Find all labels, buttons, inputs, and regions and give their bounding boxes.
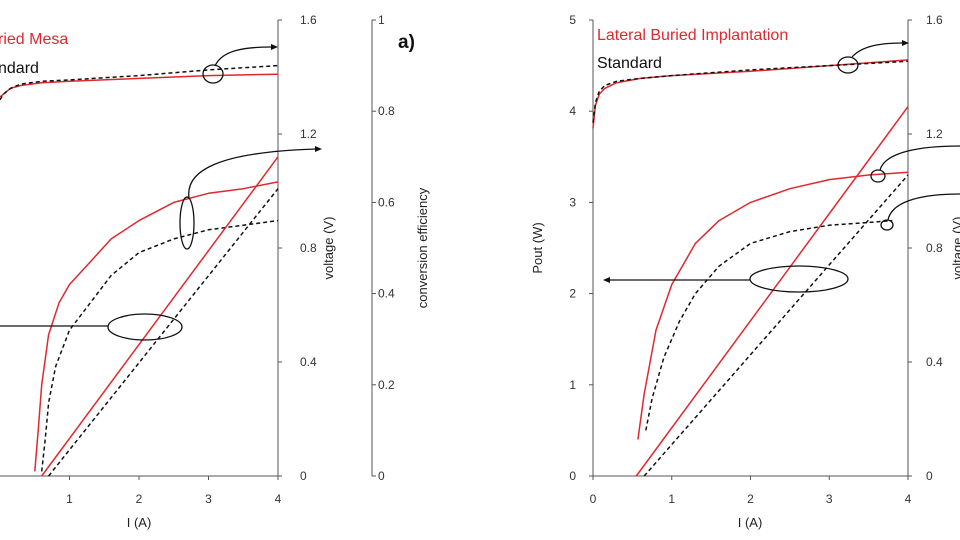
panel-a-voltage-arrow xyxy=(214,46,273,67)
panel-a-y3-tick-label: 0 xyxy=(378,469,385,483)
panel-b-x-tick-label: 1 xyxy=(668,492,675,506)
panel-a-legend-black: ndard xyxy=(0,60,39,77)
panel-b-efficiency-device-line xyxy=(637,171,909,440)
panel-a-efficiency-ticks: 0 0.2 0.4 0.6 0.8 1 xyxy=(372,13,395,483)
panel-b-efficiency-standard-line xyxy=(645,219,893,431)
panel-a-annotations xyxy=(0,44,322,341)
panel-a-efficiency-arrow xyxy=(188,148,317,199)
panel-a-voltage-marker-circle xyxy=(202,64,224,84)
panel-a-voltage-ticks: 0 0.4 0.8 1.2 1.6 xyxy=(278,13,317,483)
panel-a-y3-tick-label: 1 xyxy=(378,13,385,27)
panel-a-efficiency-marker-ellipse xyxy=(179,196,195,250)
panel-b-efficiency-red-arrow xyxy=(879,145,960,171)
panel-b-voltage-label: voltage (V) xyxy=(950,217,960,280)
panel-b-voltage-arrow xyxy=(851,42,904,58)
panel-a-x-label: I (A) xyxy=(127,515,152,530)
panel-b-y-tick-label: 3 xyxy=(569,195,576,209)
panel-a-efficiency-label: conversion efficiency xyxy=(415,187,430,308)
panel-b-x-tick-label: 2 xyxy=(747,492,754,506)
panel-a-y2-tick-label: 1.2 xyxy=(300,127,317,141)
panel-b-y2-tick-label: 1.2 xyxy=(926,127,943,141)
panel-a-pout-device-line xyxy=(41,156,279,477)
panel-a-voltage-arrowhead xyxy=(271,44,278,50)
panel-a-y3-tick-label: 0.8 xyxy=(378,104,395,118)
panel-a-y2-tick-label: 0.8 xyxy=(300,241,317,255)
panel-a-x-ticks: 1 2 3 4 xyxy=(66,476,282,506)
panel-b-x-tick-label: 4 xyxy=(905,492,912,506)
panel-a-y2-tick-label: 0 xyxy=(300,469,307,483)
panel-a-x-tick-label: 4 xyxy=(275,492,282,506)
panel-b-voltage-ticks: 0 0.4 0.8 1.2 1.6 xyxy=(908,13,943,483)
panel-b-legend-red: Lateral Buried Implantation xyxy=(597,27,788,44)
panel-b-efficiency-black-arrow xyxy=(887,193,960,221)
panel-b-x-tick-label: 0 xyxy=(590,492,597,506)
panel-b-x-label: I (A) xyxy=(738,515,763,530)
panel-b-x-ticks: 0 1 2 3 4 xyxy=(590,476,912,506)
panel-a-y2-tick-label: 0.4 xyxy=(300,355,317,369)
panel-b-y2-tick-label: 0 xyxy=(926,469,933,483)
panel-a-efficiency-standard-line xyxy=(40,219,279,472)
panel-a-series xyxy=(0,64,279,477)
panel-b-pout-marker-ellipse xyxy=(749,265,849,293)
panel-b-y-tick-label: 5 xyxy=(569,13,576,27)
panel-b-y2-tick-label: 1.6 xyxy=(926,13,943,27)
panel-b-pout-standard-line xyxy=(643,174,909,477)
panel-b-annotations xyxy=(603,40,960,293)
panel-b-y-label: Pout (W) xyxy=(530,222,545,273)
panel-a-label: a) xyxy=(398,32,415,53)
panel-a-y3-tick-label: 0.2 xyxy=(378,378,395,392)
panel-a-x-tick-label: 3 xyxy=(205,492,212,506)
panel-b-voltage-standard-line xyxy=(592,60,909,123)
panel-a-voltage-standard-line xyxy=(0,64,279,101)
panel-b-y-tick-label: 4 xyxy=(569,104,576,118)
panel-b-plot-area xyxy=(592,20,909,477)
panel-a-y2-tick-label: 1.6 xyxy=(300,13,317,27)
panel-b: 0 1 2 3 4 0 1 2 3 4 5 0 0.4 0.8 1.2 1.6 I (A) Pout (W… xyxy=(530,13,960,530)
panel-a-efficiency-arrowhead xyxy=(315,146,322,152)
panel-a-pout-marker-ellipse xyxy=(107,313,183,341)
panel-b-x-tick-label: 3 xyxy=(826,492,833,506)
panel-a-x-tick-label: 2 xyxy=(136,492,143,506)
panel-b-pout-arrowhead xyxy=(603,277,610,283)
panel-b-legend-black: Standard xyxy=(597,55,662,72)
panel-b-y-tick-label: 2 xyxy=(569,287,576,301)
panel-b-voltage-arrowhead xyxy=(902,40,909,46)
panel-b-y-tick-label: 0 xyxy=(569,469,576,483)
panel-b-voltage-marker-circle xyxy=(837,56,859,74)
panel-b-series xyxy=(592,59,909,477)
panel-a-pout-standard-line xyxy=(48,188,279,477)
panel-b-pout-ticks: 0 1 2 3 4 5 xyxy=(569,13,593,483)
panel-a-voltage-device-line xyxy=(0,73,279,98)
panel-a-y3-tick-label: 0.4 xyxy=(378,287,395,301)
panel-b-efficiency-black-marker xyxy=(880,219,894,231)
panel-a-y3-tick-label: 0.6 xyxy=(378,195,395,209)
panel-b-efficiency-red-marker xyxy=(870,169,886,183)
panel-b-y2-tick-label: 0.8 xyxy=(926,241,943,255)
panel-a-efficiency-device-line xyxy=(34,181,279,472)
panel-a-legend-red: ried Mesa xyxy=(0,31,68,48)
panel-a-voltage-label: voltage (V) xyxy=(321,217,336,280)
panel-b-y-tick-label: 1 xyxy=(569,378,576,392)
panel-a-x-tick-label: 1 xyxy=(66,492,73,506)
panel-b-y2-tick-label: 0.4 xyxy=(926,355,943,369)
panel-b-pout-device-line xyxy=(635,106,909,477)
